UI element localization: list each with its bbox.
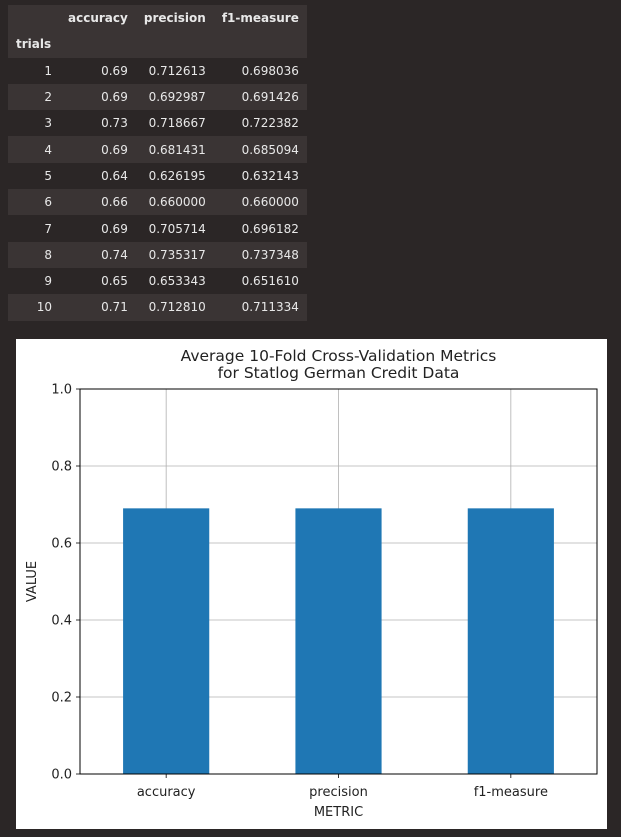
y-axis-label: VALUE	[25, 561, 40, 602]
y-tick-label: 0.6	[51, 537, 72, 552]
trial-index: 3	[44, 116, 52, 131]
table-row: 9 0.65 0.653343 0.651610	[8, 268, 307, 294]
bar-precision	[295, 508, 382, 774]
index-row-blank	[213, 31, 307, 58]
precision-cell: 0.653343	[148, 274, 206, 289]
x-tick-label: f1-measure	[474, 785, 548, 800]
precision-cell: 0.735317	[135, 241, 214, 268]
table-body: 1 0.69 0.712613 0.698036 2 0.69 0.692987…	[8, 58, 307, 321]
table-row: 5 0.64 0.626195 0.632143	[8, 163, 307, 189]
precision-cell: 0.626195	[148, 168, 206, 183]
plot-frame	[79, 388, 598, 775]
index-name: trials	[8, 31, 60, 58]
table-row: 6 0.66 0.660000 0.660000	[8, 189, 307, 216]
f1-measure-cell: 0.696182	[241, 221, 299, 236]
f1-measure-cell: 0.660000	[213, 189, 307, 216]
accuracy-cell: 0.73	[101, 116, 128, 131]
precision-cell: 0.718667	[148, 116, 206, 131]
bar-chart: 0.0 0.2 0.4 0.6 0.8 1.0 accuracy precision f1-me…	[25, 347, 598, 820]
table-header-row: accuracy precision f1-measure	[8, 5, 307, 32]
trial-index: 5	[44, 168, 52, 183]
chart-title: Average 10-Fold Cross-Validation Metrics	[181, 347, 497, 365]
y-tick-label: 1.0	[51, 383, 72, 398]
table-row: 8 0.74 0.735317 0.737348	[8, 241, 307, 268]
y-tick-label: 0.0	[51, 768, 72, 783]
accuracy-cell: 0.69	[60, 136, 136, 163]
precision-cell: 0.712613	[148, 63, 206, 78]
table-row: 3 0.73 0.718667 0.722382	[8, 110, 307, 136]
trial-index: 7	[44, 221, 52, 236]
trial-index: 1	[44, 63, 52, 78]
index-row-blank	[135, 31, 214, 58]
table-row: 10 0.71 0.712810 0.711334	[8, 294, 307, 321]
y-tick-label: 0.8	[51, 460, 72, 475]
accuracy-cell: 0.69	[101, 63, 128, 78]
x-axis-label: METRIC	[314, 805, 363, 820]
accuracy-cell: 0.64	[101, 168, 128, 183]
metrics-table: accuracy precision f1-measure trials 1 0…	[8, 5, 307, 321]
dataframe-output: accuracy precision f1-measure trials 1 0…	[8, 5, 307, 321]
f1-measure-cell: 0.691426	[213, 83, 307, 111]
table-row: 1 0.69 0.712613 0.698036	[8, 58, 307, 84]
f1-measure-cell: 0.651610	[241, 274, 299, 289]
precision-cell: 0.692987	[135, 83, 214, 111]
header-f1-measure: f1-measure	[213, 5, 307, 32]
bar-accuracy	[123, 508, 210, 774]
header-accuracy: accuracy	[60, 5, 136, 32]
accuracy-cell: 0.69	[101, 221, 128, 236]
table-row: 4 0.69 0.681431 0.685094	[8, 136, 307, 163]
table-row: 2 0.69 0.692987 0.691426	[8, 83, 307, 111]
f1-measure-cell: 0.711334	[213, 294, 307, 321]
precision-cell: 0.660000	[135, 189, 214, 216]
table-row: 7 0.69 0.705714 0.696182	[8, 215, 307, 241]
f1-measure-cell: 0.698036	[241, 63, 299, 78]
f1-measure-cell: 0.685094	[213, 136, 307, 163]
chart-title: for Statlog German Credit Data	[218, 364, 460, 382]
trial-index: 4	[8, 136, 60, 163]
x-tick-label: precision	[309, 785, 368, 800]
precision-cell: 0.705714	[148, 221, 206, 236]
accuracy-cell: 0.65	[101, 274, 128, 289]
trial-index: 10	[8, 294, 60, 321]
f1-measure-cell: 0.737348	[213, 241, 307, 268]
trial-index: 8	[8, 241, 60, 268]
header-precision: precision	[135, 5, 214, 32]
bar-chart-figure: 0.0 0.2 0.4 0.6 0.8 1.0 accuracy precision f1-me…	[16, 339, 607, 829]
y-tick-label: 0.4	[51, 614, 72, 629]
accuracy-cell: 0.74	[60, 241, 136, 268]
trial-index: 2	[8, 83, 60, 111]
header-blank	[8, 5, 60, 32]
f1-measure-cell: 0.722382	[241, 116, 299, 131]
accuracy-cell: 0.69	[60, 83, 136, 111]
precision-cell: 0.681431	[135, 136, 214, 163]
index-row-blank	[60, 31, 136, 58]
bar-f1-measure	[467, 508, 554, 774]
precision-cell: 0.712810	[135, 294, 214, 321]
table-index-name-row: trials	[8, 31, 307, 58]
f1-measure-cell: 0.632143	[241, 168, 299, 183]
y-tick-label: 0.2	[51, 691, 72, 706]
accuracy-cell: 0.66	[60, 189, 136, 216]
accuracy-cell: 0.71	[60, 294, 136, 321]
trial-index: 9	[44, 274, 52, 289]
trial-index: 6	[8, 189, 60, 216]
x-tick-label: accuracy	[137, 785, 196, 800]
